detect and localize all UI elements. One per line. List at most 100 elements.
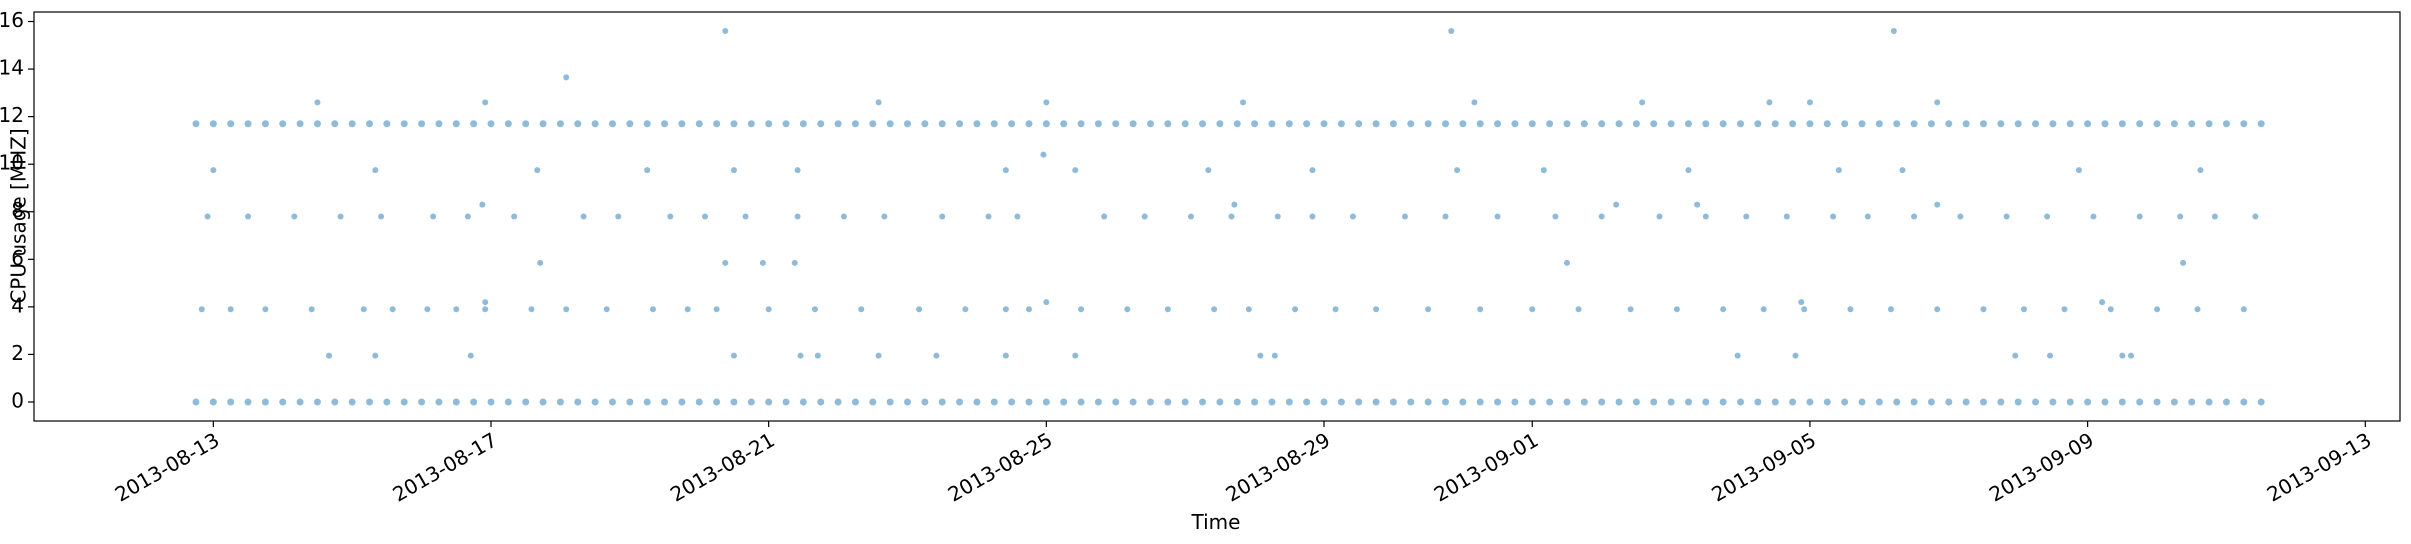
data-point bbox=[192, 398, 200, 406]
data-point bbox=[539, 398, 547, 406]
data-point bbox=[1389, 120, 1397, 128]
data-point bbox=[1734, 352, 1741, 359]
data-point bbox=[1806, 120, 1814, 128]
x-tick-label: 2013-08-25 bbox=[944, 428, 1057, 507]
data-point bbox=[730, 398, 738, 406]
data-point bbox=[1667, 398, 1675, 406]
data-point bbox=[985, 213, 992, 220]
data-point bbox=[1251, 120, 1259, 128]
data-point bbox=[851, 120, 859, 128]
data-point bbox=[2061, 306, 2068, 313]
data-point bbox=[1025, 398, 1033, 406]
data-point bbox=[730, 120, 738, 128]
data-point bbox=[904, 398, 912, 406]
data-point bbox=[418, 120, 426, 128]
data-point bbox=[1372, 120, 1380, 128]
data-point bbox=[479, 201, 486, 208]
data-point bbox=[1806, 99, 1813, 106]
data-point bbox=[1823, 120, 1831, 128]
y-tick-label: 14 bbox=[0, 56, 24, 80]
data-point bbox=[1077, 120, 1085, 128]
data-point bbox=[1830, 213, 1837, 220]
data-point bbox=[817, 120, 825, 128]
data-point bbox=[1835, 167, 1842, 174]
data-point bbox=[244, 120, 252, 128]
data-point bbox=[1552, 213, 1559, 220]
x-tick-label: 2013-08-29 bbox=[1221, 428, 1334, 507]
data-point bbox=[938, 120, 946, 128]
data-point bbox=[1216, 120, 1224, 128]
data-point bbox=[938, 398, 946, 406]
data-point bbox=[1962, 398, 1970, 406]
data-point bbox=[2257, 398, 2265, 406]
data-point bbox=[603, 306, 610, 313]
data-point bbox=[869, 398, 877, 406]
data-point bbox=[563, 306, 570, 313]
data-point bbox=[470, 120, 478, 128]
data-point bbox=[1407, 120, 1415, 128]
data-point bbox=[1042, 398, 1050, 406]
data-point bbox=[1402, 213, 1409, 220]
data-point bbox=[2257, 120, 2265, 128]
data-point bbox=[1719, 398, 1727, 406]
data-point bbox=[1801, 306, 1808, 313]
x-tick-label: 2013-09-09 bbox=[1985, 428, 2098, 507]
data-point bbox=[794, 213, 801, 220]
data-point bbox=[1719, 120, 1727, 128]
x-tick-label: 2013-09-01 bbox=[1430, 428, 1543, 507]
data-point bbox=[1899, 167, 1906, 174]
data-point bbox=[1945, 120, 1953, 128]
data-point bbox=[1563, 120, 1571, 128]
y-tick-label: 12 bbox=[0, 103, 24, 127]
data-point bbox=[782, 398, 790, 406]
data-point bbox=[2066, 120, 2074, 128]
data-point bbox=[1979, 120, 1987, 128]
data-point bbox=[1639, 99, 1646, 106]
data-point bbox=[291, 213, 298, 220]
data-point bbox=[1372, 398, 1380, 406]
data-point bbox=[747, 120, 755, 128]
data-point bbox=[1766, 99, 1773, 106]
data-point bbox=[2170, 120, 2178, 128]
data-point bbox=[308, 306, 315, 313]
data-point bbox=[1702, 120, 1710, 128]
data-point bbox=[1737, 120, 1745, 128]
data-point bbox=[1980, 306, 1987, 313]
data-point bbox=[296, 398, 304, 406]
data-point bbox=[858, 306, 865, 313]
data-point bbox=[366, 398, 374, 406]
data-point bbox=[262, 306, 269, 313]
data-point bbox=[875, 352, 882, 359]
data-point bbox=[1632, 398, 1640, 406]
data-point bbox=[1077, 398, 1085, 406]
data-point bbox=[2153, 120, 2161, 128]
data-point bbox=[1471, 99, 1478, 106]
data-point bbox=[1476, 120, 1484, 128]
data-point bbox=[1459, 120, 1467, 128]
data-point bbox=[1737, 398, 1745, 406]
data-point bbox=[1685, 167, 1692, 174]
data-point bbox=[1771, 398, 1779, 406]
data-point bbox=[1101, 213, 1108, 220]
data-point bbox=[1927, 398, 1935, 406]
data-point bbox=[869, 120, 877, 128]
data-point bbox=[742, 213, 749, 220]
data-point bbox=[713, 306, 720, 313]
data-point bbox=[1292, 306, 1299, 313]
data-point bbox=[464, 213, 471, 220]
data-point bbox=[400, 120, 408, 128]
data-point bbox=[1893, 120, 1901, 128]
data-point bbox=[2136, 398, 2144, 406]
data-point bbox=[452, 120, 460, 128]
data-point bbox=[279, 120, 287, 128]
data-point bbox=[383, 120, 391, 128]
data-point bbox=[245, 213, 252, 220]
data-point bbox=[1349, 213, 1356, 220]
data-point bbox=[2194, 306, 2201, 313]
data-point bbox=[702, 213, 709, 220]
data-point bbox=[1407, 398, 1415, 406]
data-point bbox=[1789, 120, 1797, 128]
data-point bbox=[667, 213, 674, 220]
data-point bbox=[797, 352, 804, 359]
data-point bbox=[608, 398, 616, 406]
